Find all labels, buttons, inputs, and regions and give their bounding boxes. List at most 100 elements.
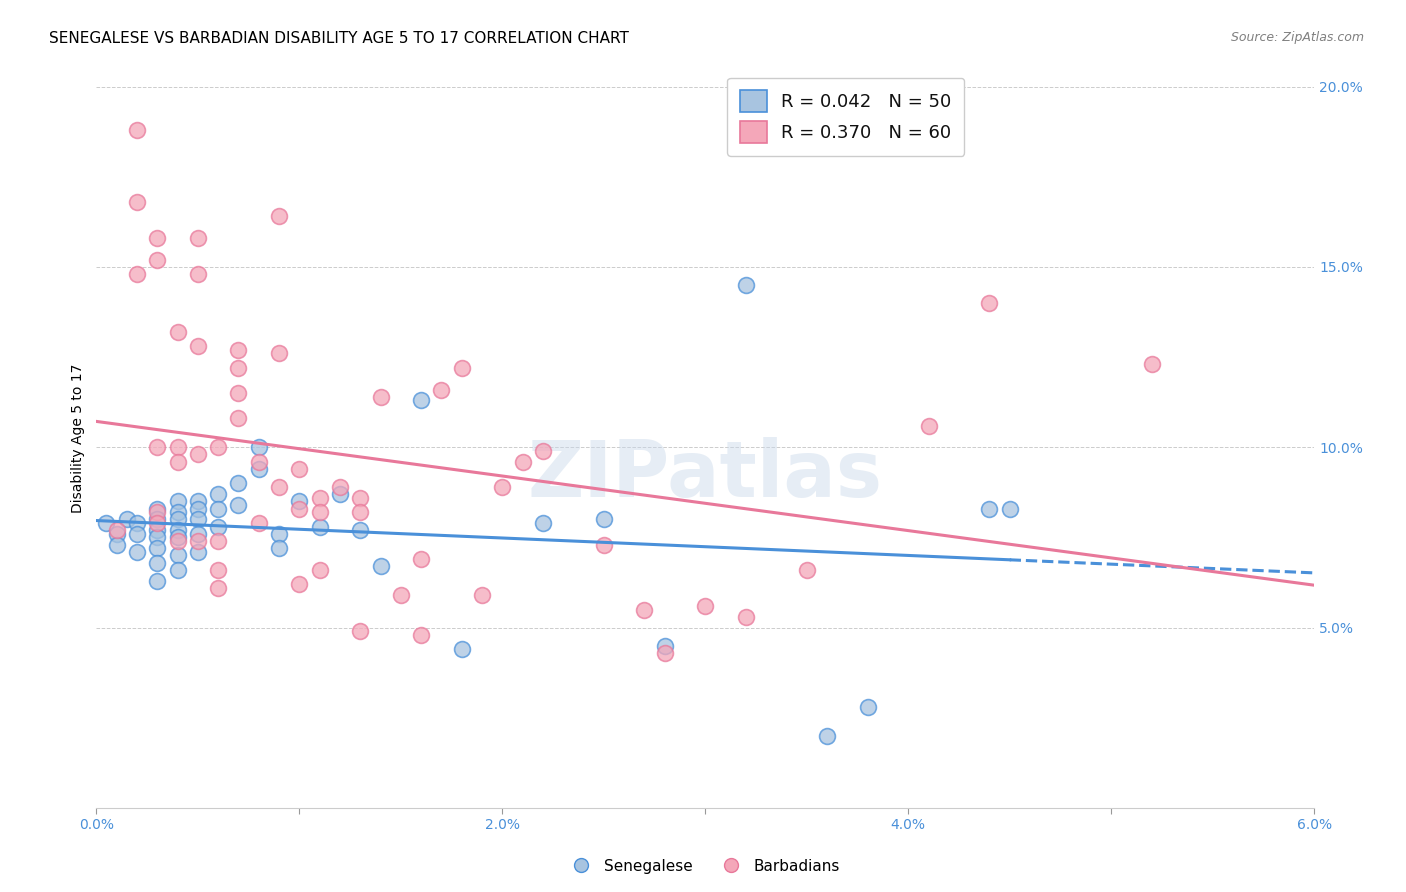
Point bbox=[247, 462, 270, 476]
Point bbox=[308, 505, 330, 519]
Point bbox=[125, 545, 148, 559]
Point bbox=[125, 526, 148, 541]
Point bbox=[166, 531, 188, 545]
Point bbox=[228, 498, 250, 512]
Point bbox=[187, 545, 209, 559]
Point bbox=[815, 729, 838, 743]
Point bbox=[531, 443, 554, 458]
Point bbox=[349, 505, 371, 519]
Point bbox=[228, 386, 250, 401]
Point bbox=[166, 523, 188, 537]
Y-axis label: Disability Age 5 to 17: Disability Age 5 to 17 bbox=[72, 364, 86, 513]
Point bbox=[125, 194, 148, 209]
Point bbox=[349, 523, 371, 537]
Point bbox=[187, 534, 209, 549]
Point bbox=[146, 440, 169, 454]
Point bbox=[146, 523, 169, 537]
Point bbox=[207, 581, 229, 595]
Point bbox=[228, 343, 250, 357]
Legend: Senegalese, Barbadians: Senegalese, Barbadians bbox=[560, 853, 846, 880]
Point bbox=[450, 360, 472, 375]
Point bbox=[471, 588, 494, 602]
Text: ZIPatlas: ZIPatlas bbox=[527, 437, 883, 513]
Point bbox=[207, 519, 229, 533]
Point bbox=[105, 526, 128, 541]
Point bbox=[166, 512, 188, 526]
Point bbox=[592, 538, 614, 552]
Point bbox=[96, 516, 118, 530]
Point bbox=[308, 563, 330, 577]
Point bbox=[125, 267, 148, 281]
Point bbox=[187, 501, 209, 516]
Point bbox=[288, 501, 311, 516]
Point bbox=[207, 440, 229, 454]
Point bbox=[146, 516, 169, 530]
Point bbox=[450, 642, 472, 657]
Point bbox=[288, 577, 311, 591]
Point bbox=[228, 411, 250, 425]
Point bbox=[370, 390, 392, 404]
Point bbox=[734, 277, 756, 292]
Point bbox=[247, 455, 270, 469]
Point bbox=[409, 552, 432, 566]
Point bbox=[308, 519, 330, 533]
Point bbox=[288, 462, 311, 476]
Point bbox=[207, 534, 229, 549]
Point bbox=[288, 494, 311, 508]
Text: Source: ZipAtlas.com: Source: ZipAtlas.com bbox=[1230, 31, 1364, 45]
Point bbox=[146, 512, 169, 526]
Point bbox=[146, 541, 169, 556]
Point bbox=[267, 346, 290, 360]
Point bbox=[187, 512, 209, 526]
Point bbox=[146, 501, 169, 516]
Point bbox=[146, 252, 169, 267]
Point bbox=[531, 516, 554, 530]
Point bbox=[146, 505, 169, 519]
Point bbox=[125, 516, 148, 530]
Point bbox=[166, 440, 188, 454]
Legend: R = 0.042   N = 50, R = 0.370   N = 60: R = 0.042 N = 50, R = 0.370 N = 60 bbox=[727, 78, 965, 156]
Point bbox=[796, 563, 818, 577]
Point bbox=[125, 123, 148, 137]
Point bbox=[187, 231, 209, 245]
Point bbox=[856, 700, 879, 714]
Point bbox=[491, 480, 513, 494]
Point bbox=[146, 231, 169, 245]
Point bbox=[105, 538, 128, 552]
Point bbox=[267, 210, 290, 224]
Point bbox=[734, 609, 756, 624]
Point bbox=[409, 393, 432, 408]
Point bbox=[654, 646, 676, 660]
Point bbox=[247, 516, 270, 530]
Point bbox=[349, 491, 371, 505]
Point bbox=[349, 624, 371, 639]
Point bbox=[166, 549, 188, 563]
Text: SENEGALESE VS BARBADIAN DISABILITY AGE 5 TO 17 CORRELATION CHART: SENEGALESE VS BARBADIAN DISABILITY AGE 5… bbox=[49, 31, 628, 46]
Point bbox=[146, 574, 169, 588]
Point bbox=[207, 563, 229, 577]
Point bbox=[166, 494, 188, 508]
Point bbox=[267, 480, 290, 494]
Point bbox=[207, 487, 229, 501]
Point bbox=[329, 480, 352, 494]
Point bbox=[308, 491, 330, 505]
Point bbox=[654, 639, 676, 653]
Point bbox=[1140, 357, 1163, 371]
Point bbox=[267, 526, 290, 541]
Point bbox=[389, 588, 412, 602]
Point bbox=[592, 512, 614, 526]
Point bbox=[409, 628, 432, 642]
Point bbox=[979, 296, 1001, 310]
Point bbox=[166, 325, 188, 339]
Point bbox=[146, 556, 169, 570]
Point bbox=[633, 602, 655, 616]
Point bbox=[370, 559, 392, 574]
Point bbox=[207, 501, 229, 516]
Point bbox=[146, 531, 169, 545]
Point bbox=[917, 418, 939, 433]
Point bbox=[998, 501, 1021, 516]
Point bbox=[187, 494, 209, 508]
Point bbox=[228, 360, 250, 375]
Point bbox=[166, 563, 188, 577]
Point bbox=[228, 476, 250, 491]
